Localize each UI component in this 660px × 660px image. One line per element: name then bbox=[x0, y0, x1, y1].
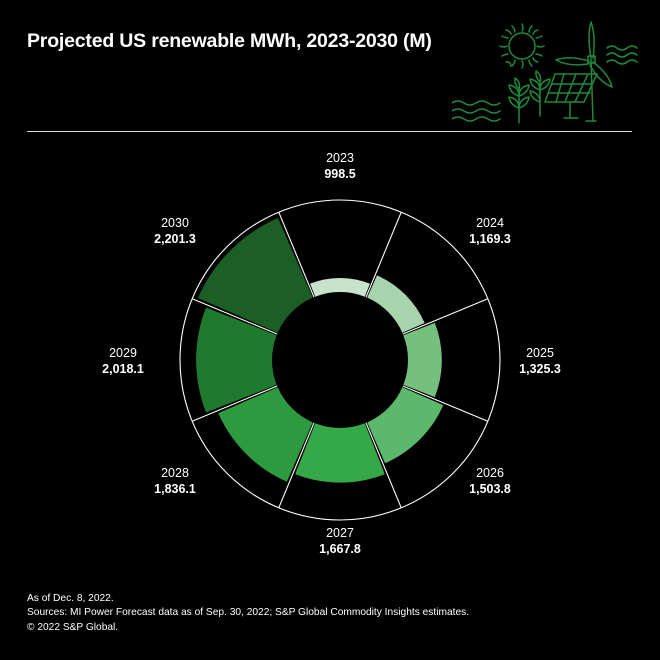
footnote-sources: Sources: MI Power Forecast data as of Se… bbox=[27, 607, 470, 619]
chart-spoke-2023 bbox=[278, 211, 315, 298]
outer-reference-circle bbox=[179, 199, 501, 521]
chart-canvas bbox=[179, 199, 501, 521]
chart-wedge-2023[interactable] bbox=[310, 278, 370, 297]
chart-wedge-2025[interactable] bbox=[403, 322, 442, 398]
water-waves-icon bbox=[452, 45, 638, 122]
chart-spoke-2029 bbox=[191, 385, 278, 422]
sun-icon bbox=[499, 23, 545, 69]
chart-spokes bbox=[191, 211, 489, 509]
chart-wedge-2027[interactable] bbox=[295, 423, 385, 483]
solar-panel-icon bbox=[544, 73, 598, 119]
chart-wedges bbox=[196, 217, 444, 483]
footnote-copyright: © 2022 S&P Global. bbox=[27, 621, 119, 633]
slice-label-2025: 2025 1,325.3 bbox=[519, 346, 561, 376]
chart-spoke-2028 bbox=[278, 422, 315, 509]
slice-label-2030: 2030 2,201.3 bbox=[154, 216, 196, 246]
chart-wedge-2030[interactable] bbox=[197, 217, 313, 333]
chart-spoke-2027 bbox=[365, 422, 402, 509]
chart-wedge-2028[interactable] bbox=[218, 387, 313, 482]
slice-label-2024: 2024 1,169.3 bbox=[469, 216, 511, 246]
header-divider bbox=[27, 131, 632, 132]
wind-turbine-icon bbox=[555, 21, 613, 122]
chart-spoke-2025 bbox=[402, 298, 489, 335]
chart-wedge-2029[interactable] bbox=[196, 307, 277, 413]
slice-label-2026: 2026 1,503.8 bbox=[469, 466, 511, 496]
chart-spoke-2030 bbox=[191, 298, 278, 335]
chart-wedge-2026[interactable] bbox=[367, 387, 444, 464]
page-title: Projected US renewable MWh, 2023-2030 (M… bbox=[27, 30, 432, 52]
chart-spoke-2024 bbox=[365, 211, 402, 298]
plant-icon bbox=[508, 70, 551, 124]
renewable-energy-illustration bbox=[452, 21, 638, 124]
chart-wedge-2024[interactable] bbox=[367, 275, 425, 333]
slice-label-2023: 2023 998.5 bbox=[324, 151, 356, 181]
chart-footnotes: As of Dec. 8, 2022. Sources: MI Power Fo… bbox=[27, 592, 637, 635]
chart-spoke-2026 bbox=[402, 385, 489, 422]
chart-header: Projected US renewable MWh, 2023-2030 (M… bbox=[0, 0, 660, 136]
footnote-asof: As of Dec. 8, 2022. bbox=[27, 593, 114, 604]
slice-label-2027: 2027 1,667.8 bbox=[319, 526, 361, 556]
slice-label-2029: 2029 2,018.1 bbox=[102, 346, 144, 376]
slice-label-2028: 2028 1,836.1 bbox=[154, 466, 196, 496]
polar-area-chart: 2023 998.5 2024 1,169.3 2025 1,325.3 202… bbox=[0, 140, 660, 580]
